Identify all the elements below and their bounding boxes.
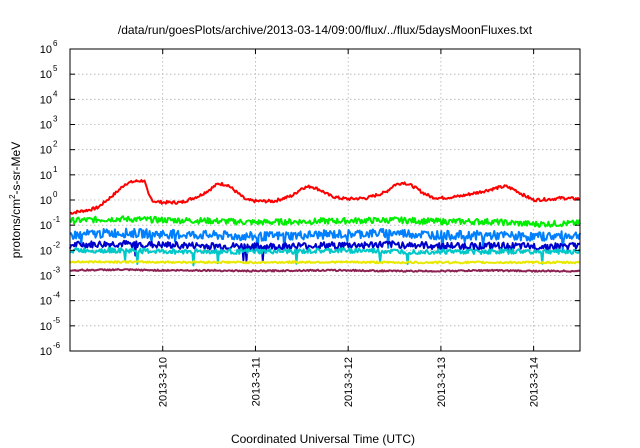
series-line-7 bbox=[69, 268, 580, 273]
y-tick-base: 10 bbox=[40, 296, 52, 308]
y-tick-label: 105 bbox=[40, 64, 58, 81]
y-tick-base: 10 bbox=[40, 346, 52, 358]
y-axis-label: protons/cm2-s-sr-MeV bbox=[8, 142, 23, 258]
y-tick-label: 102 bbox=[40, 140, 58, 157]
y-tick-base: 10 bbox=[40, 271, 52, 283]
y-tick-label: 106 bbox=[40, 39, 58, 56]
series-line-1 bbox=[69, 179, 581, 215]
y-tick-exponent: 5 bbox=[53, 64, 58, 73]
y-tick-exponent: 1 bbox=[53, 165, 58, 174]
series-line-6 bbox=[69, 259, 581, 265]
x-axis-label: Coordinated Universal Time (UTC) bbox=[231, 432, 415, 446]
y-axis-label-rest: -s-sr-MeV bbox=[9, 142, 23, 195]
y-axis-label-group: protons/cm2-s-sr-MeV bbox=[8, 142, 23, 258]
y-tick-exponent: -5 bbox=[53, 316, 61, 325]
y-tick-base: 10 bbox=[40, 94, 52, 106]
y-tick-label: 10-6 bbox=[40, 341, 61, 358]
y-tick-base: 10 bbox=[40, 220, 52, 232]
y-tick-label: 100 bbox=[40, 190, 58, 207]
y-axis-label-exponent: 2 bbox=[8, 194, 17, 199]
x-tick-label: 2013-3-13 bbox=[436, 357, 448, 407]
series-line-4 bbox=[69, 239, 581, 263]
y-tick-label: 10-3 bbox=[40, 266, 61, 283]
y-tick-label: 10-4 bbox=[40, 291, 61, 308]
y-tick-exponent: -4 bbox=[53, 291, 61, 300]
y-tick-exponent: 3 bbox=[53, 115, 58, 124]
y-tick-base: 10 bbox=[40, 245, 52, 257]
y-tick-label: 104 bbox=[40, 89, 58, 106]
y-axis-label-main: protons/cm bbox=[9, 199, 23, 258]
y-tick-label: 101 bbox=[40, 165, 58, 182]
y-tick-base: 10 bbox=[40, 120, 52, 132]
y-tick-base: 10 bbox=[40, 170, 52, 182]
x-tick-label: 2013-3-10 bbox=[158, 357, 170, 407]
y-tick-base: 10 bbox=[40, 321, 52, 333]
series-line-3 bbox=[69, 227, 581, 252]
y-tick-base: 10 bbox=[40, 195, 52, 207]
y-tick-base: 10 bbox=[40, 44, 52, 56]
series-layer bbox=[69, 179, 581, 273]
y-tick-base: 10 bbox=[40, 145, 52, 157]
y-tick-exponent: 6 bbox=[53, 39, 58, 48]
y-tick-exponent: -2 bbox=[53, 240, 61, 249]
y-tick-exponent: 0 bbox=[53, 190, 58, 199]
series-line-2 bbox=[69, 215, 581, 228]
y-tick-label: 10-5 bbox=[40, 316, 61, 333]
y-tick-exponent: -3 bbox=[53, 266, 61, 275]
grid bbox=[70, 49, 580, 351]
y-tick-label: 10-1 bbox=[40, 215, 61, 232]
y-tick-base: 10 bbox=[40, 69, 52, 81]
x-tick-label: 2013-3-11 bbox=[250, 357, 262, 406]
y-tick-exponent: -1 bbox=[53, 215, 61, 224]
chart-title: /data/run/goesPlots/archive/2013-03-14/0… bbox=[118, 23, 533, 37]
x-tick-label: 2013-3-14 bbox=[529, 357, 541, 407]
y-tick-label: 10-2 bbox=[40, 240, 61, 257]
ticks: 10610510410310210110010-110-210-310-410-… bbox=[40, 39, 580, 407]
x-tick-label: 2013-3-12 bbox=[343, 357, 355, 407]
y-tick-exponent: 4 bbox=[53, 89, 58, 98]
series-line-5 bbox=[69, 246, 581, 267]
y-tick-exponent: -6 bbox=[53, 341, 61, 350]
y-tick-exponent: 2 bbox=[53, 140, 58, 149]
y-tick-label: 103 bbox=[40, 115, 58, 132]
